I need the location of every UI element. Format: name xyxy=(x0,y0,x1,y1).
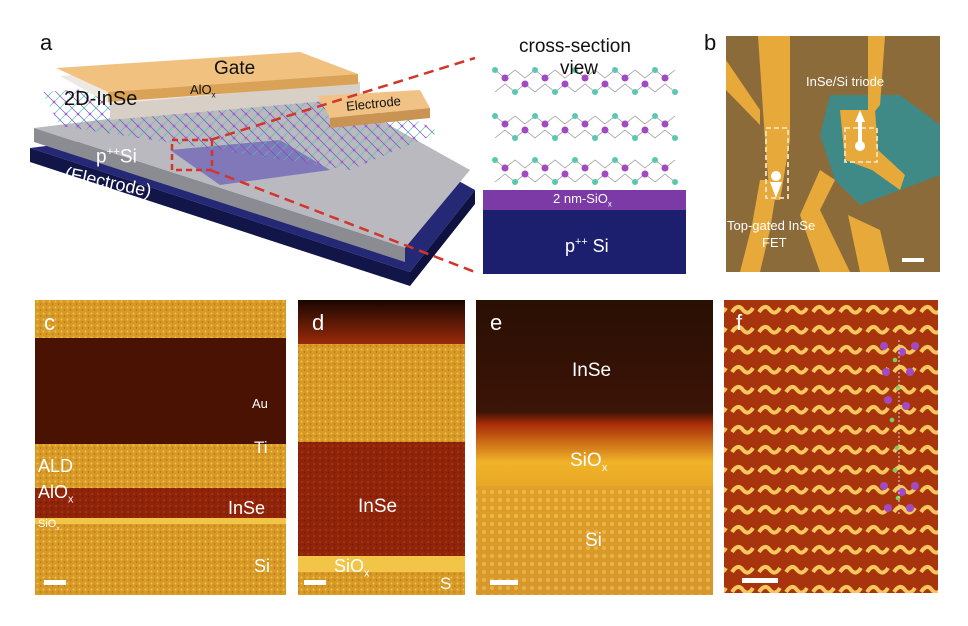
panel-c-label: c xyxy=(44,310,55,335)
c-si-label: Si xyxy=(254,556,271,576)
d-s-label: S xyxy=(440,574,452,593)
panel-e-tem-image xyxy=(476,300,713,595)
panel-b-label: b xyxy=(704,30,717,55)
panel-f-atomic-image xyxy=(724,300,938,593)
c-sio-label: SiOx xyxy=(38,518,60,533)
c-inse-label: InSe xyxy=(228,498,266,518)
gate-label: Gate xyxy=(214,58,256,79)
fet-label-2: FET xyxy=(762,235,787,250)
panel-d-label: d xyxy=(312,310,325,335)
alo-label: AlOx xyxy=(190,82,216,100)
panel-f-scale-bar xyxy=(742,578,778,583)
panel-b-scale-bar xyxy=(902,258,924,262)
panel-a-cross-section xyxy=(483,67,686,274)
fet-label-1: Top-gated InSe xyxy=(727,218,816,233)
panel-d-tem-image xyxy=(298,300,465,595)
psi-label: p++Si xyxy=(96,146,137,168)
panel-b-optical-micrograph xyxy=(726,36,940,272)
cross-section-title-1: cross-section xyxy=(519,36,631,57)
c-ti-label: Ti xyxy=(254,438,268,457)
cross-section-title-2: view xyxy=(560,58,599,79)
panel-d-scale-bar xyxy=(304,580,326,585)
si-substrate-label: p++ Si xyxy=(565,236,609,256)
inse-2d-label: 2D-InSe xyxy=(64,88,138,110)
c-alo-label: AlOx xyxy=(38,482,74,506)
c-ald-label: ALD xyxy=(38,456,74,476)
e-inse-label: InSe xyxy=(572,360,612,381)
panel-c-scale-bar xyxy=(44,580,66,585)
panel-e-scale-bar xyxy=(490,580,518,585)
e-sio-label: SiOx xyxy=(570,450,608,474)
panel-e-label: e xyxy=(490,310,503,335)
c-au-label: Au xyxy=(252,396,268,411)
d-sio-label: SiOx xyxy=(334,556,370,580)
sio-layer-label: 2 nm-SiOx xyxy=(553,191,612,209)
d-inse-label: InSe xyxy=(358,496,398,517)
triode-label: InSe/Si triode xyxy=(806,74,885,89)
panel-a-device-illustration xyxy=(30,52,476,286)
panel-a-label: a xyxy=(40,30,53,55)
panel-f-label: f xyxy=(736,310,743,335)
panel-c-tem-image xyxy=(35,300,286,595)
e-si-label: Si xyxy=(585,530,602,551)
